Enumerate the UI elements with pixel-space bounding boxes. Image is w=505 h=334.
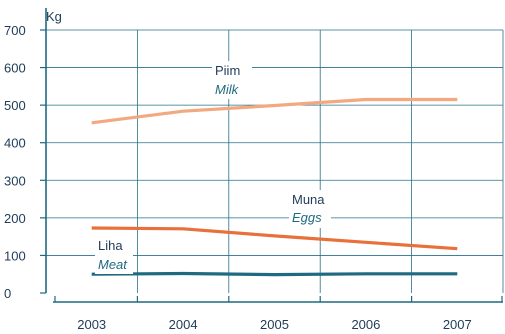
series-label-bg-piim bbox=[212, 61, 252, 99]
x-tick-label-2006: 2006 bbox=[351, 317, 380, 332]
x-tick-label-2007: 2007 bbox=[443, 317, 472, 332]
axes bbox=[45, 8, 503, 303]
x-tick-label-2005: 2005 bbox=[260, 317, 289, 332]
x-tick-label-2003: 2003 bbox=[77, 317, 106, 332]
x-tick-label-2004: 2004 bbox=[169, 317, 198, 332]
x-axis-ticks: 2003 2004 2005 2006 2007 bbox=[54, 296, 503, 332]
series-label-liha: Liha bbox=[98, 238, 123, 253]
y-tick-label-200: 200 bbox=[4, 211, 26, 226]
series-lines bbox=[91, 97, 458, 277]
series-labels: Piim Milk Muna Eggs Liha Meat bbox=[95, 61, 331, 274]
series-label-piim: Piim bbox=[215, 63, 240, 78]
series-label-alt-liha: Meat bbox=[98, 257, 128, 272]
series-line-piim bbox=[91, 97, 458, 125]
series-label-muna: Muna bbox=[292, 192, 325, 207]
series-label-alt-muna: Eggs bbox=[292, 210, 322, 225]
series-label-bg-muna bbox=[289, 190, 331, 228]
y-tick-label-300: 300 bbox=[4, 173, 26, 188]
series-label-bg-liha bbox=[95, 236, 133, 274]
y-axis-ticks: 0 100 200 300 400 500 600 700 bbox=[4, 23, 46, 301]
series-line-liha bbox=[91, 271, 458, 277]
series-label-alt-piim: Milk bbox=[215, 82, 240, 97]
y-tick-label-400: 400 bbox=[4, 136, 26, 151]
y-tick-label-600: 600 bbox=[4, 61, 26, 76]
series-line-muna bbox=[91, 226, 458, 251]
y-tick-label-500: 500 bbox=[4, 98, 26, 113]
y-tick-label-700: 700 bbox=[4, 23, 26, 38]
y-tick-label-100: 100 bbox=[4, 248, 26, 263]
y-tick-label-0: 0 bbox=[4, 286, 11, 301]
y-axis-unit-label: Kg bbox=[46, 9, 62, 24]
